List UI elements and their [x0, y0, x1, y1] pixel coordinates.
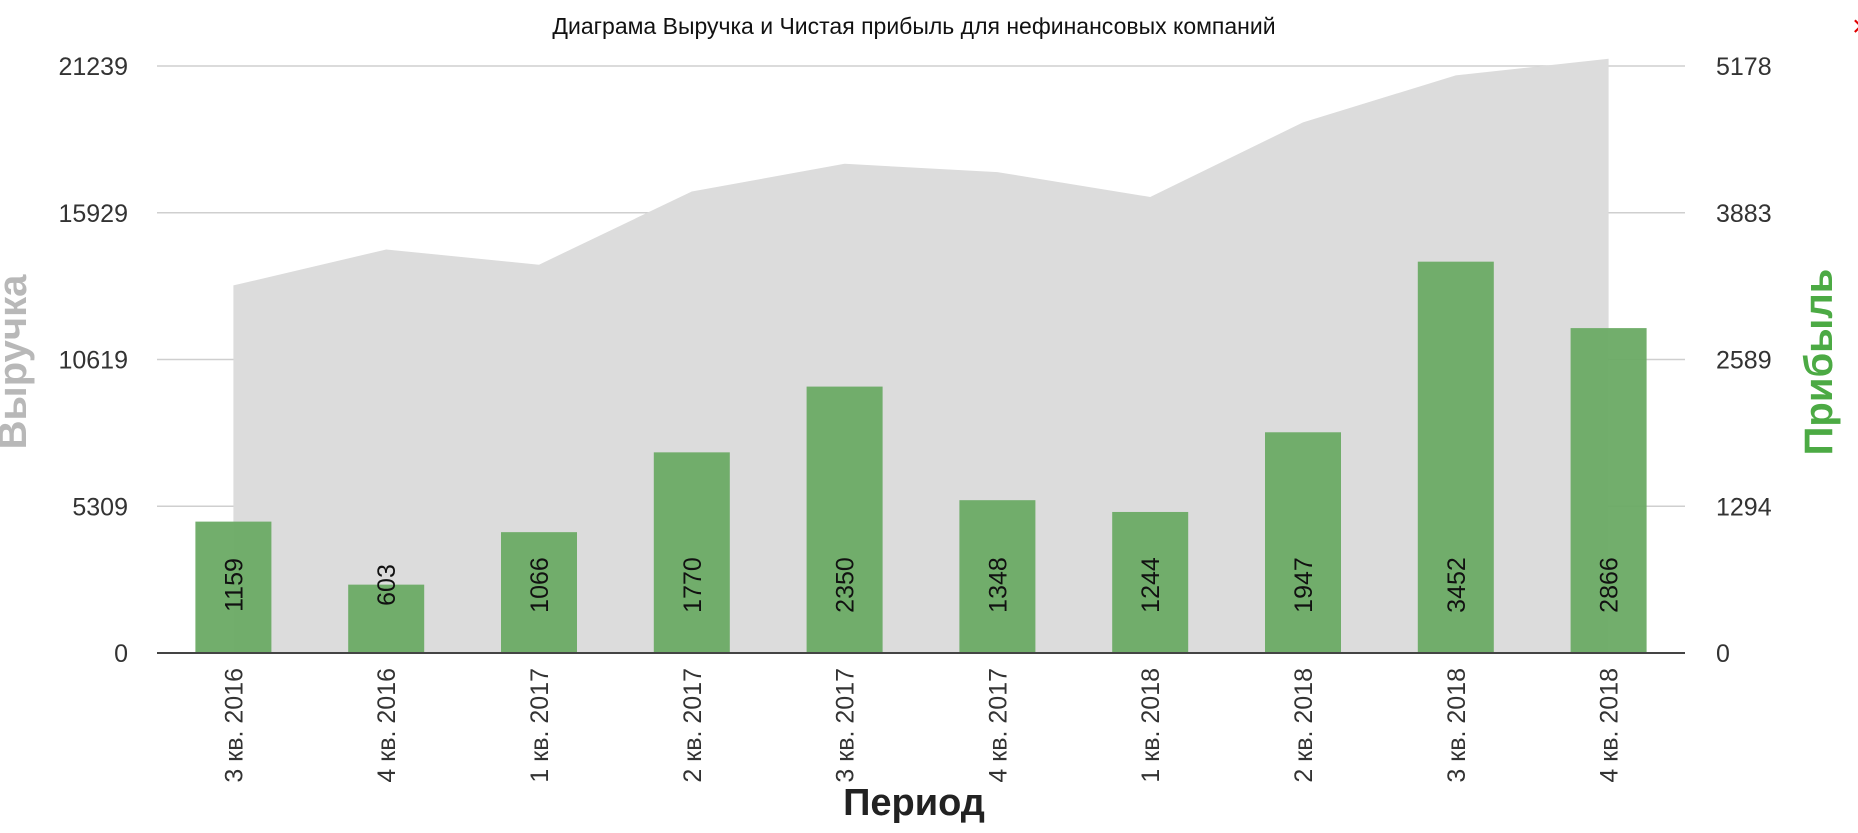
x-axis-ticks: 3 кв. 2016 4 кв. 2016 1 кв. 2017 2 кв. 2017… [220, 668, 1623, 783]
revenue-area [233, 58, 1609, 654]
profit-bar-label: 1244 [1137, 557, 1165, 613]
x-tick-label: 1 кв. 2018 [1137, 668, 1165, 783]
profit-bar-label: 603 [373, 564, 401, 606]
x-tick-label: 3 кв. 2017 [832, 668, 860, 783]
revenue-area-layer [233, 58, 1609, 654]
right-tick-label: 2589 [1716, 347, 1772, 375]
profit-bar-label: 3452 [1443, 557, 1471, 613]
left-tick-label: 10619 [58, 347, 128, 375]
left-tick-label: 5309 [72, 493, 128, 521]
close-icon[interactable]: × [1852, 10, 1858, 43]
profit-bar [348, 584, 425, 653]
profit-bar [501, 532, 577, 653]
left-axis-ticks: 21239 15929 10619 5309 0 [58, 53, 128, 668]
left-tick-label: 21239 [58, 53, 128, 81]
profit-bar-label: 1947 [1290, 557, 1318, 613]
right-tick-label: 1294 [1716, 493, 1772, 521]
profit-bar [1417, 261, 1494, 653]
profit-bar-label: 2866 [1596, 557, 1624, 613]
profit-bar [1112, 511, 1189, 653]
profit-bar [1265, 432, 1341, 653]
x-tick-label: 3 кв. 2016 [220, 668, 248, 783]
right-axis-title: Прибыль [1797, 269, 1841, 456]
x-tick-label: 4 кв. 2016 [373, 668, 401, 783]
x-tick-label: 2 кв. 2017 [679, 668, 707, 783]
x-tick-label: 4 кв. 2018 [1596, 668, 1624, 783]
x-tick-label: 4 кв. 2017 [984, 668, 1012, 783]
right-tick-label: 3883 [1716, 200, 1772, 228]
profit-bar-label: 2350 [832, 557, 860, 613]
x-tick-label: 1 кв. 2017 [526, 668, 554, 783]
chart-title: Диаграма Выручка и Чистая прибыль для не… [552, 13, 1275, 39]
profit-bar-label: 1770 [679, 557, 707, 613]
profit-bar-layer: 1159 603 1066 1770 2350 1348 1244 1947 3452 2866 [195, 261, 1647, 653]
profit-bar [1570, 328, 1647, 653]
profit-bar-label: 1159 [220, 558, 248, 612]
profit-bar-label: 1348 [984, 557, 1012, 613]
x-tick-label: 2 кв. 2018 [1290, 668, 1318, 783]
left-tick-label: 15929 [58, 200, 128, 228]
right-tick-label: 5178 [1716, 53, 1772, 81]
profit-bar [195, 521, 272, 653]
profit-bar [806, 386, 883, 653]
left-axis-title: Выручка [0, 274, 35, 449]
profit-bar-label: 1066 [526, 557, 554, 613]
right-tick-label: 0 [1716, 640, 1730, 668]
profit-bar [959, 500, 1036, 653]
x-tick-label: 3 кв. 2018 [1443, 668, 1471, 783]
left-tick-label: 0 [114, 640, 128, 668]
x-axis-title: Период [843, 782, 985, 824]
right-axis-ticks: 5178 3883 2589 1294 0 [1716, 53, 1772, 668]
profit-bar [653, 452, 730, 653]
